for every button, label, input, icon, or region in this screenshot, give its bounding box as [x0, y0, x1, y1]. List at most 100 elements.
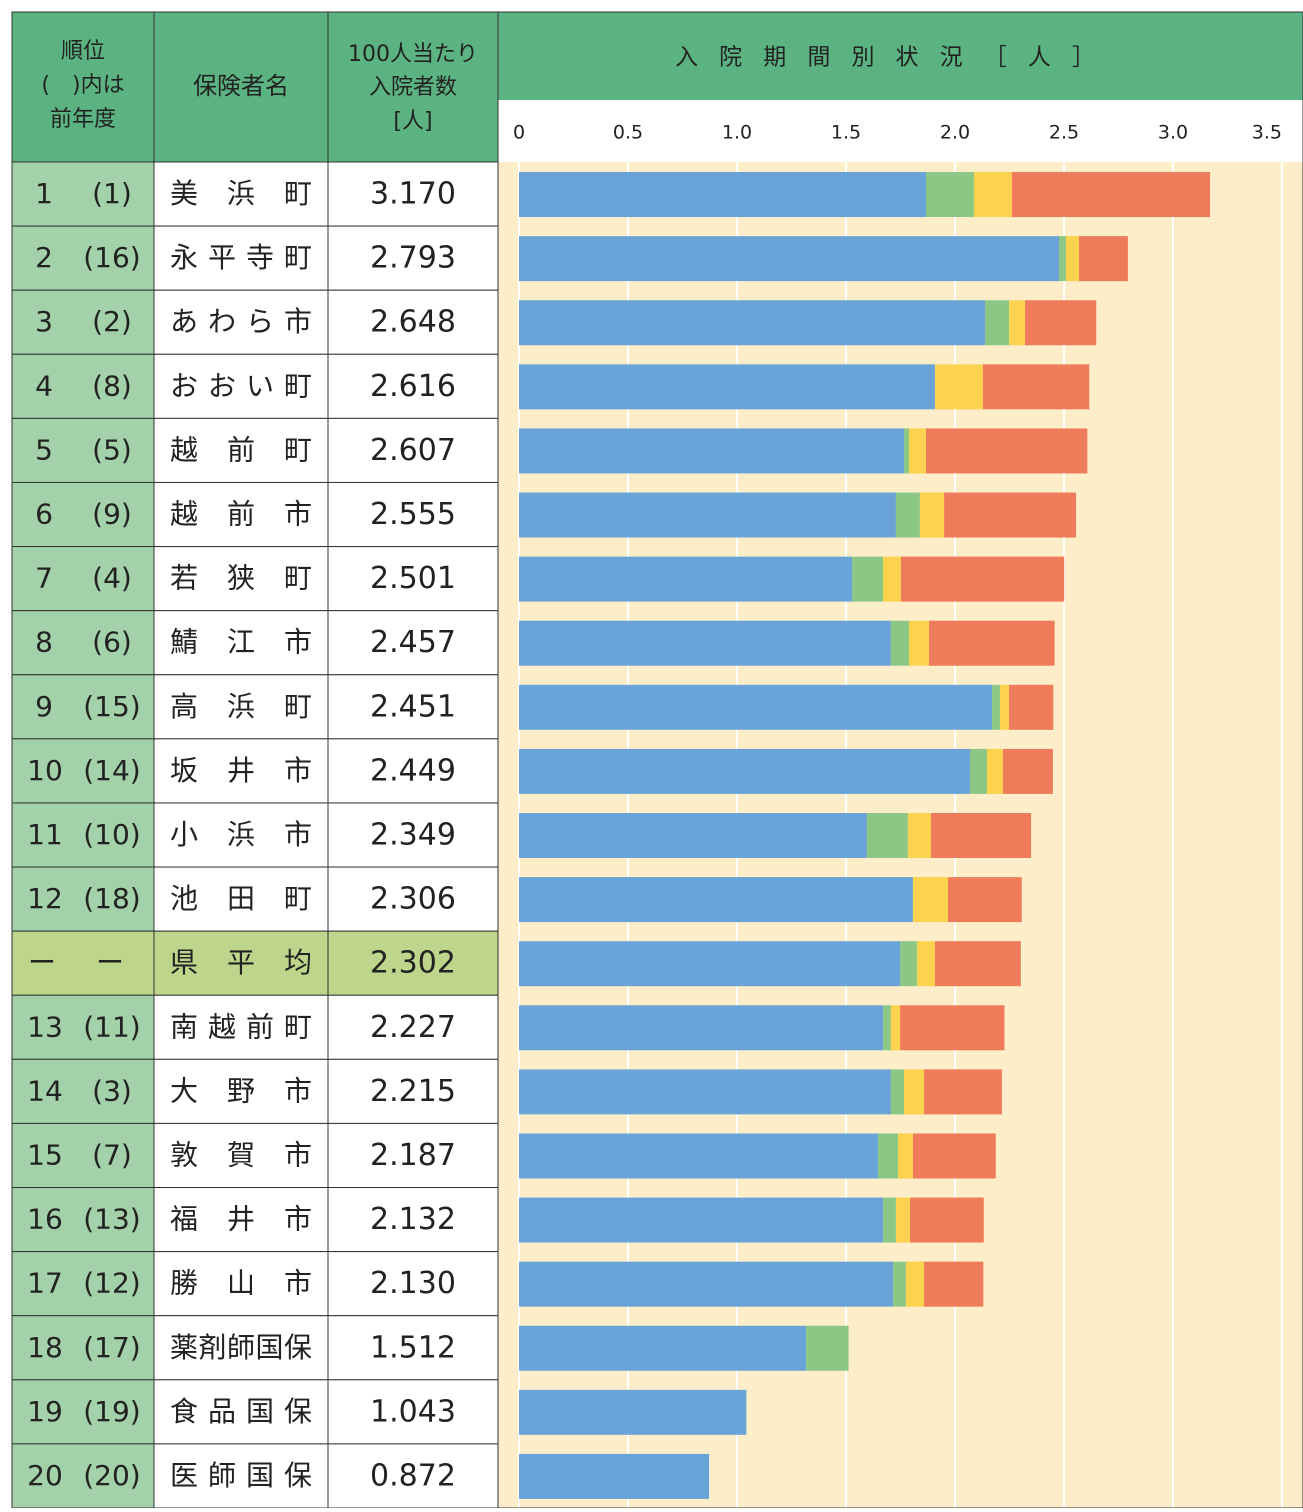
prev-rank: (14) — [83, 754, 140, 787]
name-cell — [153, 866, 329, 932]
value-cell — [327, 930, 499, 996]
insurer-name: 越前町 — [170, 433, 312, 466]
bar-segment — [519, 1005, 884, 1051]
name-cell — [153, 161, 329, 227]
header-text: 保険者名 — [193, 72, 289, 100]
total: 2.306 — [370, 882, 456, 917]
rank-cell — [11, 610, 155, 676]
rank: 10 — [27, 754, 63, 787]
bar-segment — [519, 877, 913, 923]
bar-segment — [519, 941, 901, 987]
bar-segment — [519, 684, 993, 730]
value-cell — [327, 417, 499, 483]
rank: 17 — [27, 1267, 63, 1300]
name-cell — [153, 610, 329, 676]
rank-cell — [11, 802, 155, 868]
bar-segment — [883, 1197, 896, 1243]
header-text: 入院者数 — [369, 75, 457, 100]
bar-segment — [912, 1133, 996, 1179]
bar-segment — [1024, 300, 1097, 346]
name-cell — [153, 1443, 329, 1509]
total: 2.130 — [370, 1266, 456, 1301]
bar-segment — [519, 748, 971, 794]
prev-rank: (9) — [92, 498, 132, 531]
rank: 15 — [27, 1138, 63, 1171]
rank: 2 — [35, 241, 53, 274]
prev-rank: (20) — [83, 1459, 140, 1492]
prev-rank: (3) — [92, 1074, 132, 1107]
bar-segment — [1065, 236, 1080, 282]
bar-segment — [519, 492, 896, 538]
total: 2.457 — [370, 625, 456, 660]
rank: 7 — [35, 562, 53, 595]
value-cell — [327, 994, 499, 1060]
insurer-name: 小浜市 — [170, 818, 312, 851]
bar-segment — [1002, 748, 1053, 794]
rank-cell — [11, 289, 155, 355]
insurer-name: 坂井市 — [170, 754, 312, 787]
rank-cell — [11, 161, 155, 227]
value-cell — [327, 289, 499, 355]
total: 2.648 — [370, 305, 456, 340]
name-cell — [153, 481, 329, 548]
bar-segment — [519, 1197, 884, 1243]
bar-segment — [890, 1069, 904, 1115]
x-tick-label: 3.0 — [1158, 122, 1188, 144]
rank: 12 — [27, 882, 63, 915]
x-tick-label: 2.5 — [1049, 122, 1079, 144]
bar-segment — [1009, 684, 1054, 730]
x-tick-label: 3.5 — [1252, 122, 1282, 144]
bar-segment — [1058, 236, 1066, 282]
bar-segment — [852, 556, 884, 602]
bar-segment — [970, 748, 988, 794]
header-text: ( )内は — [41, 73, 124, 98]
prev-rank: (8) — [92, 369, 132, 402]
total: 2.215 — [370, 1074, 456, 1109]
x-tick-label: 2.0 — [940, 122, 970, 144]
name-cell — [153, 802, 329, 868]
rank-cell — [11, 866, 155, 932]
x-tick-label: 0 — [513, 122, 525, 144]
bar-segment — [910, 1197, 984, 1243]
bar-segment — [931, 813, 1032, 858]
prev-rank: (16) — [83, 241, 140, 274]
bar-segment — [883, 1005, 891, 1051]
bar-segment — [519, 620, 891, 666]
x-tick-label: 0.5 — [613, 122, 643, 144]
bar-segment — [519, 1453, 710, 1499]
bar-segment — [519, 1325, 807, 1371]
rank: 13 — [27, 1010, 63, 1043]
total: 3.170 — [370, 177, 456, 212]
value-cell — [327, 738, 499, 804]
name-cell — [153, 1187, 329, 1253]
value-cell — [327, 1251, 499, 1317]
rank: 16 — [27, 1203, 63, 1236]
rank-cell — [11, 930, 155, 996]
rank-cell — [11, 674, 155, 740]
rank-cell — [11, 1379, 155, 1445]
name-cell — [153, 1251, 329, 1317]
bar-segment — [519, 556, 853, 602]
rank-cell — [11, 353, 155, 419]
x-tick-label: 1.0 — [722, 122, 752, 144]
bar-segment — [519, 428, 904, 474]
rank: 20 — [27, 1459, 63, 1492]
bar-segment — [905, 1261, 925, 1307]
insurer-name: 敦賀市 — [170, 1138, 312, 1171]
bar-segment — [900, 556, 1065, 602]
rank: 1 — [35, 177, 53, 210]
header-text: [人] — [393, 109, 432, 134]
value-cell — [327, 225, 499, 291]
bar-segment — [883, 556, 901, 602]
value-cell — [327, 481, 499, 548]
bar-segment — [909, 620, 930, 666]
total: 2.793 — [370, 241, 456, 276]
bar-segment — [519, 813, 867, 858]
name-cell — [153, 546, 329, 612]
bar-segment — [926, 172, 974, 218]
bar-segment — [982, 364, 1090, 410]
bar-segment — [866, 813, 908, 858]
bar-segment — [999, 684, 1010, 730]
bar-segment — [900, 941, 918, 987]
prev-rank: (4) — [92, 562, 132, 595]
